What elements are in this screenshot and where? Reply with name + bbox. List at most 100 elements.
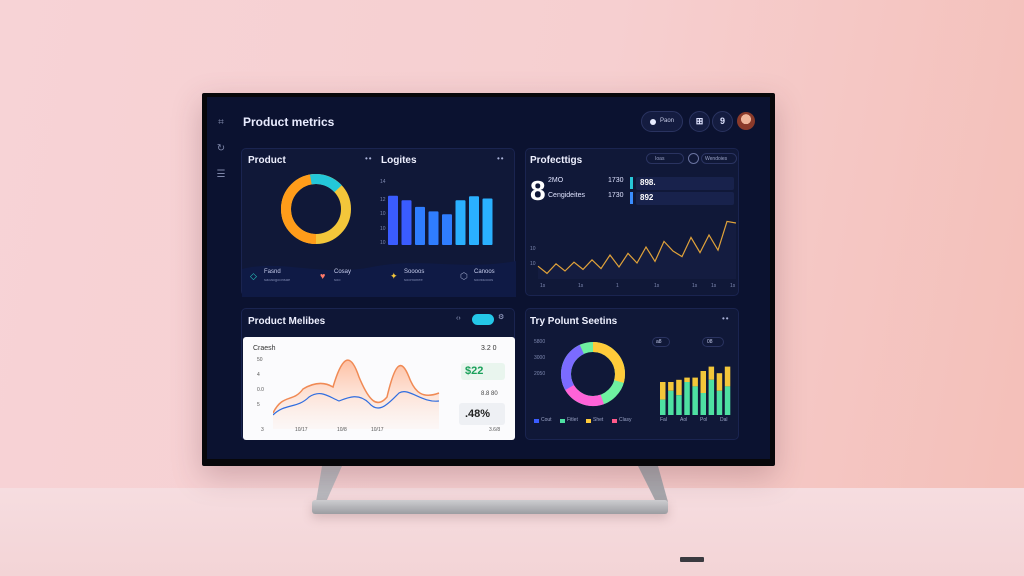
legend-label: Clasy [619, 417, 632, 423]
card-label: Craesh [253, 345, 276, 352]
row-percent: 1730 [608, 192, 624, 199]
wendoies-chip[interactable]: Wendoies [701, 153, 737, 164]
y-label: 4 [257, 372, 260, 378]
toggle-icon[interactable] [688, 153, 699, 164]
toggle-switch[interactable] [472, 314, 494, 325]
card-value-top: 3.2 0 [481, 345, 497, 352]
bar [388, 195, 398, 245]
product-melibes-title: Product Melibes [248, 316, 326, 327]
bar [428, 211, 439, 245]
row-label: 2MO [548, 177, 564, 184]
x-label: 10/17 [295, 427, 308, 433]
profecttigs-panel: Profecttigs Ioas Wendoies 8 2MO 1730 898. C… [525, 148, 739, 296]
tick-label: 1s [730, 283, 736, 289]
bar-gold [692, 377, 698, 387]
y-label: 2050 [534, 371, 546, 377]
product-legend: ◇ Fasnd saoaogoonsae ♥ Cosay soo ✦ Soooos soomon… [250, 269, 512, 289]
bar-green [676, 395, 682, 415]
big-metric: 8 [530, 175, 546, 206]
legend-label: Soooos [404, 269, 425, 275]
x-label: 3.6/8 [489, 427, 501, 433]
legend-swatch [560, 419, 565, 423]
bar [469, 196, 479, 245]
heart-icon: ♥ [320, 271, 326, 281]
y-label: 50 [257, 357, 263, 363]
x-axis-ticks: 1s 1s 1 1s 1s 1s 1s [540, 283, 736, 291]
tick-label: 1 [616, 283, 619, 289]
pill-label: Paon [660, 118, 675, 124]
tick-label: 1s [654, 283, 660, 289]
bar-green [724, 386, 731, 415]
user-pill-button[interactable]: Paon [641, 111, 683, 132]
row-color-bar [630, 192, 633, 204]
bar-gold [660, 382, 666, 400]
dashboard-screen: ⌗ ↻ ☰ Product metrics Paon ⊞ 9 Product •… [207, 97, 770, 459]
bar [455, 200, 466, 245]
logites-title: Logites [381, 155, 417, 166]
y-axis-labels: 5800 3000 2050 [534, 339, 556, 389]
bar-gold [684, 377, 690, 382]
bar-gold [700, 371, 706, 393]
more-options-icon[interactable]: •• [497, 154, 505, 163]
layout-button[interactable]: ⊞ [689, 111, 710, 132]
tick-label: 1s [692, 283, 698, 289]
list-icon[interactable]: ☰ [216, 169, 226, 180]
wave-decoration [242, 261, 516, 297]
legend-label: Shet [593, 417, 604, 423]
a8-chip[interactable]: a8 [652, 337, 670, 347]
tick-label: 1s [578, 283, 584, 289]
tick-label: 1s [711, 283, 717, 289]
diamond-icon: ◇ [250, 271, 257, 281]
ioas-chip[interactable]: Ioas [646, 153, 684, 164]
profecttigs-rows: 2MO 1730 898. Cengideites 1730 892 [548, 177, 736, 207]
avatar[interactable] [737, 112, 755, 130]
x-label: Pol [700, 417, 708, 423]
bar [442, 214, 452, 245]
x-label: Aol [680, 417, 688, 423]
page-title: Product metrics [243, 115, 335, 129]
y-label: 0.0 [257, 387, 264, 393]
x-label: 3 [261, 427, 264, 433]
o8-chip[interactable]: 08 [702, 337, 724, 347]
bar [415, 206, 425, 245]
polunt-seetins-title: Try Polunt Seetins [530, 316, 618, 327]
y-label: 5800 [534, 339, 546, 345]
grey-sub-metric: 8.8 80 [481, 391, 498, 397]
monitor: ⌗ ↻ ☰ Product metrics Paon ⊞ 9 Product •… [202, 93, 775, 562]
logites-bar-chart [388, 195, 493, 245]
legend-sub: soo [334, 277, 341, 282]
polunt-legend: Cout Fitlet Shet Clasy [534, 417, 654, 427]
legend-label: Fitlet [567, 417, 578, 423]
legend-sub: saoaogoonsae [264, 277, 291, 282]
polunt-seetins-panel: Try Polunt Seetins •• 5800 3000 2050 a8 08… [525, 308, 739, 440]
more-options-icon[interactable]: •• [365, 154, 373, 163]
row-value: 892 [636, 192, 734, 205]
y-axis-labels: 50 4 0.0 5 [257, 357, 273, 417]
y-label: 5 [257, 402, 260, 408]
bar-gold [724, 366, 731, 387]
code-icon[interactable]: ‹› [456, 315, 461, 322]
legend-label: Canoos [474, 269, 495, 275]
x-label: 10/17 [371, 427, 384, 433]
row-value: 898. [636, 177, 734, 190]
product-panel: Product •• Logites •• 14 12 10 10 10 ◇ Fa… [241, 148, 516, 297]
legend-sub: soomonee [404, 277, 423, 282]
legend-label: Cout [541, 417, 552, 423]
monitor-stand [316, 466, 668, 502]
refresh-icon[interactable]: ↻ [216, 143, 226, 154]
row-color-bar [630, 177, 633, 189]
product-melibes-panel: Product Melibes ‹› ⚙ Craesh 3.2 0 50 4 0.0… [241, 308, 515, 440]
monitor-base [312, 500, 668, 514]
product-donut-chart [281, 174, 351, 244]
settings-icon[interactable]: ⚙ [498, 314, 505, 321]
legend-swatch [586, 419, 591, 423]
notifications-button[interactable]: 9 [712, 111, 733, 132]
percent-metric: .48% [459, 403, 505, 425]
x-label: Dal [720, 417, 728, 423]
grid-icon[interactable]: ⌗ [218, 117, 224, 128]
bar-green [692, 386, 698, 415]
bar-gold [676, 379, 682, 396]
x-axis-labels: 3 10/17 10/8 10/17 3.6/8 [259, 427, 509, 435]
more-options-icon[interactable]: •• [722, 314, 730, 323]
tick-label: 1s [540, 283, 546, 289]
